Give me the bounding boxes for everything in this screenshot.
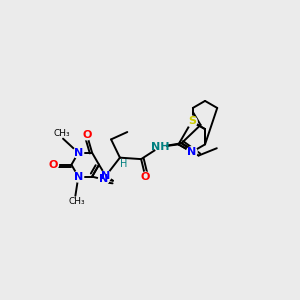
Circle shape: [140, 172, 151, 183]
Text: S: S: [188, 116, 196, 126]
Text: N: N: [187, 147, 196, 157]
Text: CH₃: CH₃: [53, 129, 70, 138]
Circle shape: [100, 171, 111, 181]
Text: H: H: [120, 159, 127, 169]
Text: N: N: [99, 175, 108, 184]
Circle shape: [187, 116, 197, 127]
Text: N: N: [74, 172, 83, 182]
Text: O: O: [141, 172, 150, 182]
Circle shape: [73, 171, 84, 182]
Text: CH₃: CH₃: [68, 197, 85, 206]
Circle shape: [48, 159, 58, 170]
Circle shape: [98, 174, 109, 185]
Circle shape: [82, 129, 92, 140]
Text: O: O: [49, 160, 58, 170]
Text: N: N: [74, 148, 83, 158]
Text: N: N: [101, 171, 110, 181]
Circle shape: [155, 142, 166, 152]
Text: O: O: [82, 130, 92, 140]
Circle shape: [187, 147, 197, 158]
Circle shape: [73, 148, 84, 158]
Text: NH: NH: [151, 142, 170, 152]
